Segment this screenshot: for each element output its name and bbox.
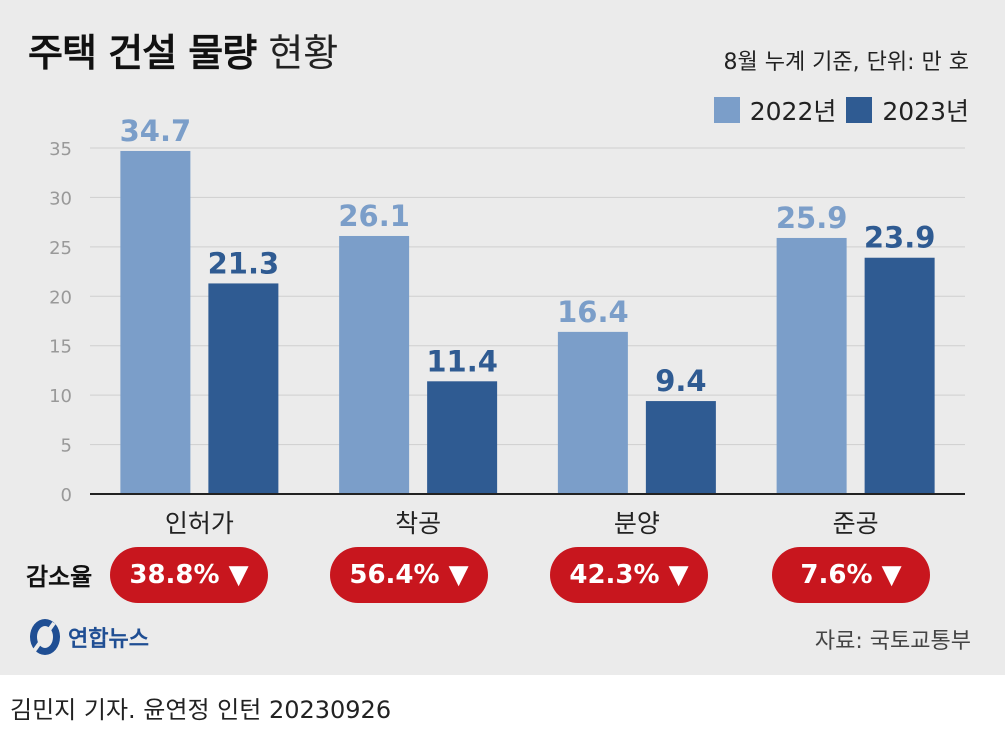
- bar-2023-0: [208, 283, 279, 494]
- bar-2022-3: [776, 237, 847, 494]
- infographic-card: 주택 건설 물량 현황 8월 누계 기준, 단위: 만 호 2022년 2023…: [0, 0, 1005, 675]
- y-tick-label-25: 25: [49, 238, 72, 259]
- decrease-pill-start: 56.4% ▼: [330, 547, 488, 603]
- page-title: 주택 건설 물량 현황: [28, 22, 338, 77]
- data-label-2023-3: 23.9: [864, 221, 936, 255]
- y-tick-label-15: 15: [49, 337, 72, 358]
- data-label-2023-0: 21.3: [208, 246, 280, 280]
- data-label-2022-3: 25.9: [776, 201, 848, 235]
- legend-label-2022: 2022년: [749, 97, 837, 126]
- decrease-pill-permit: 38.8% ▼: [110, 547, 268, 603]
- legend-item-2023: 2023년: [846, 92, 969, 128]
- data-label-2023-2: 9.4: [655, 364, 706, 398]
- bar-2023-1: [427, 381, 498, 494]
- data-label-2022-2: 16.4: [557, 295, 629, 329]
- bar-chart: 0 5 10 15 20 25 30 35 34.7 21.3 인허가 26.1 11.4 착공 16.4 9…: [49, 114, 965, 538]
- logo-text: 연합뉴스: [68, 627, 149, 652]
- y-tick-label-5: 5: [61, 436, 72, 457]
- bar-2022-1: [339, 235, 410, 495]
- x-category-label-0: 인허가: [165, 509, 234, 538]
- y-tick-label-20: 20: [49, 287, 72, 308]
- y-tick-label-10: 10: [49, 386, 72, 407]
- data-source: 자료: 국토교통부: [814, 629, 971, 654]
- chart-subtitle: 8월 누계 기준, 단위: 만 호: [723, 50, 969, 75]
- x-category-label-3: 준공: [833, 509, 879, 538]
- decrease-pill-complete: 7.6% ▼: [772, 547, 930, 603]
- legend-label-2023: 2023년: [882, 97, 969, 126]
- y-tick-label-35: 35: [49, 139, 72, 160]
- yonhap-logo: 연합뉴스: [28, 617, 149, 657]
- data-label-2022-0: 34.7: [120, 114, 192, 148]
- title-bold: 주택 건설 물량: [28, 31, 257, 75]
- decrease-rate-label: 감소율: [26, 563, 93, 591]
- decrease-pill-sale: 42.3% ▼: [550, 547, 708, 603]
- yonhap-logo-icon: [30, 619, 60, 655]
- chart-legend: 2022년 2023년: [713, 92, 969, 128]
- data-label-2023-1: 11.4: [426, 344, 498, 378]
- y-tick-label-30: 30: [49, 188, 72, 209]
- legend-item-2022: 2022년: [713, 92, 837, 128]
- author-credit: 김민지 기자. 윤연정 인턴 20230926: [10, 696, 392, 724]
- title-light: 현황: [268, 31, 339, 75]
- legend-swatch-2023: [846, 97, 873, 123]
- x-category-label-1: 착공: [395, 509, 441, 538]
- bar-2023-3: [864, 257, 935, 494]
- bar-2023-2: [645, 401, 716, 494]
- legend-swatch-2022: [713, 97, 740, 123]
- y-tick-label-0: 0: [61, 485, 72, 506]
- bar-2022-0: [120, 150, 191, 495]
- data-label-2022-1: 26.1: [338, 199, 410, 233]
- x-category-label-2: 분양: [614, 509, 660, 538]
- bar-2022-2: [557, 331, 628, 494]
